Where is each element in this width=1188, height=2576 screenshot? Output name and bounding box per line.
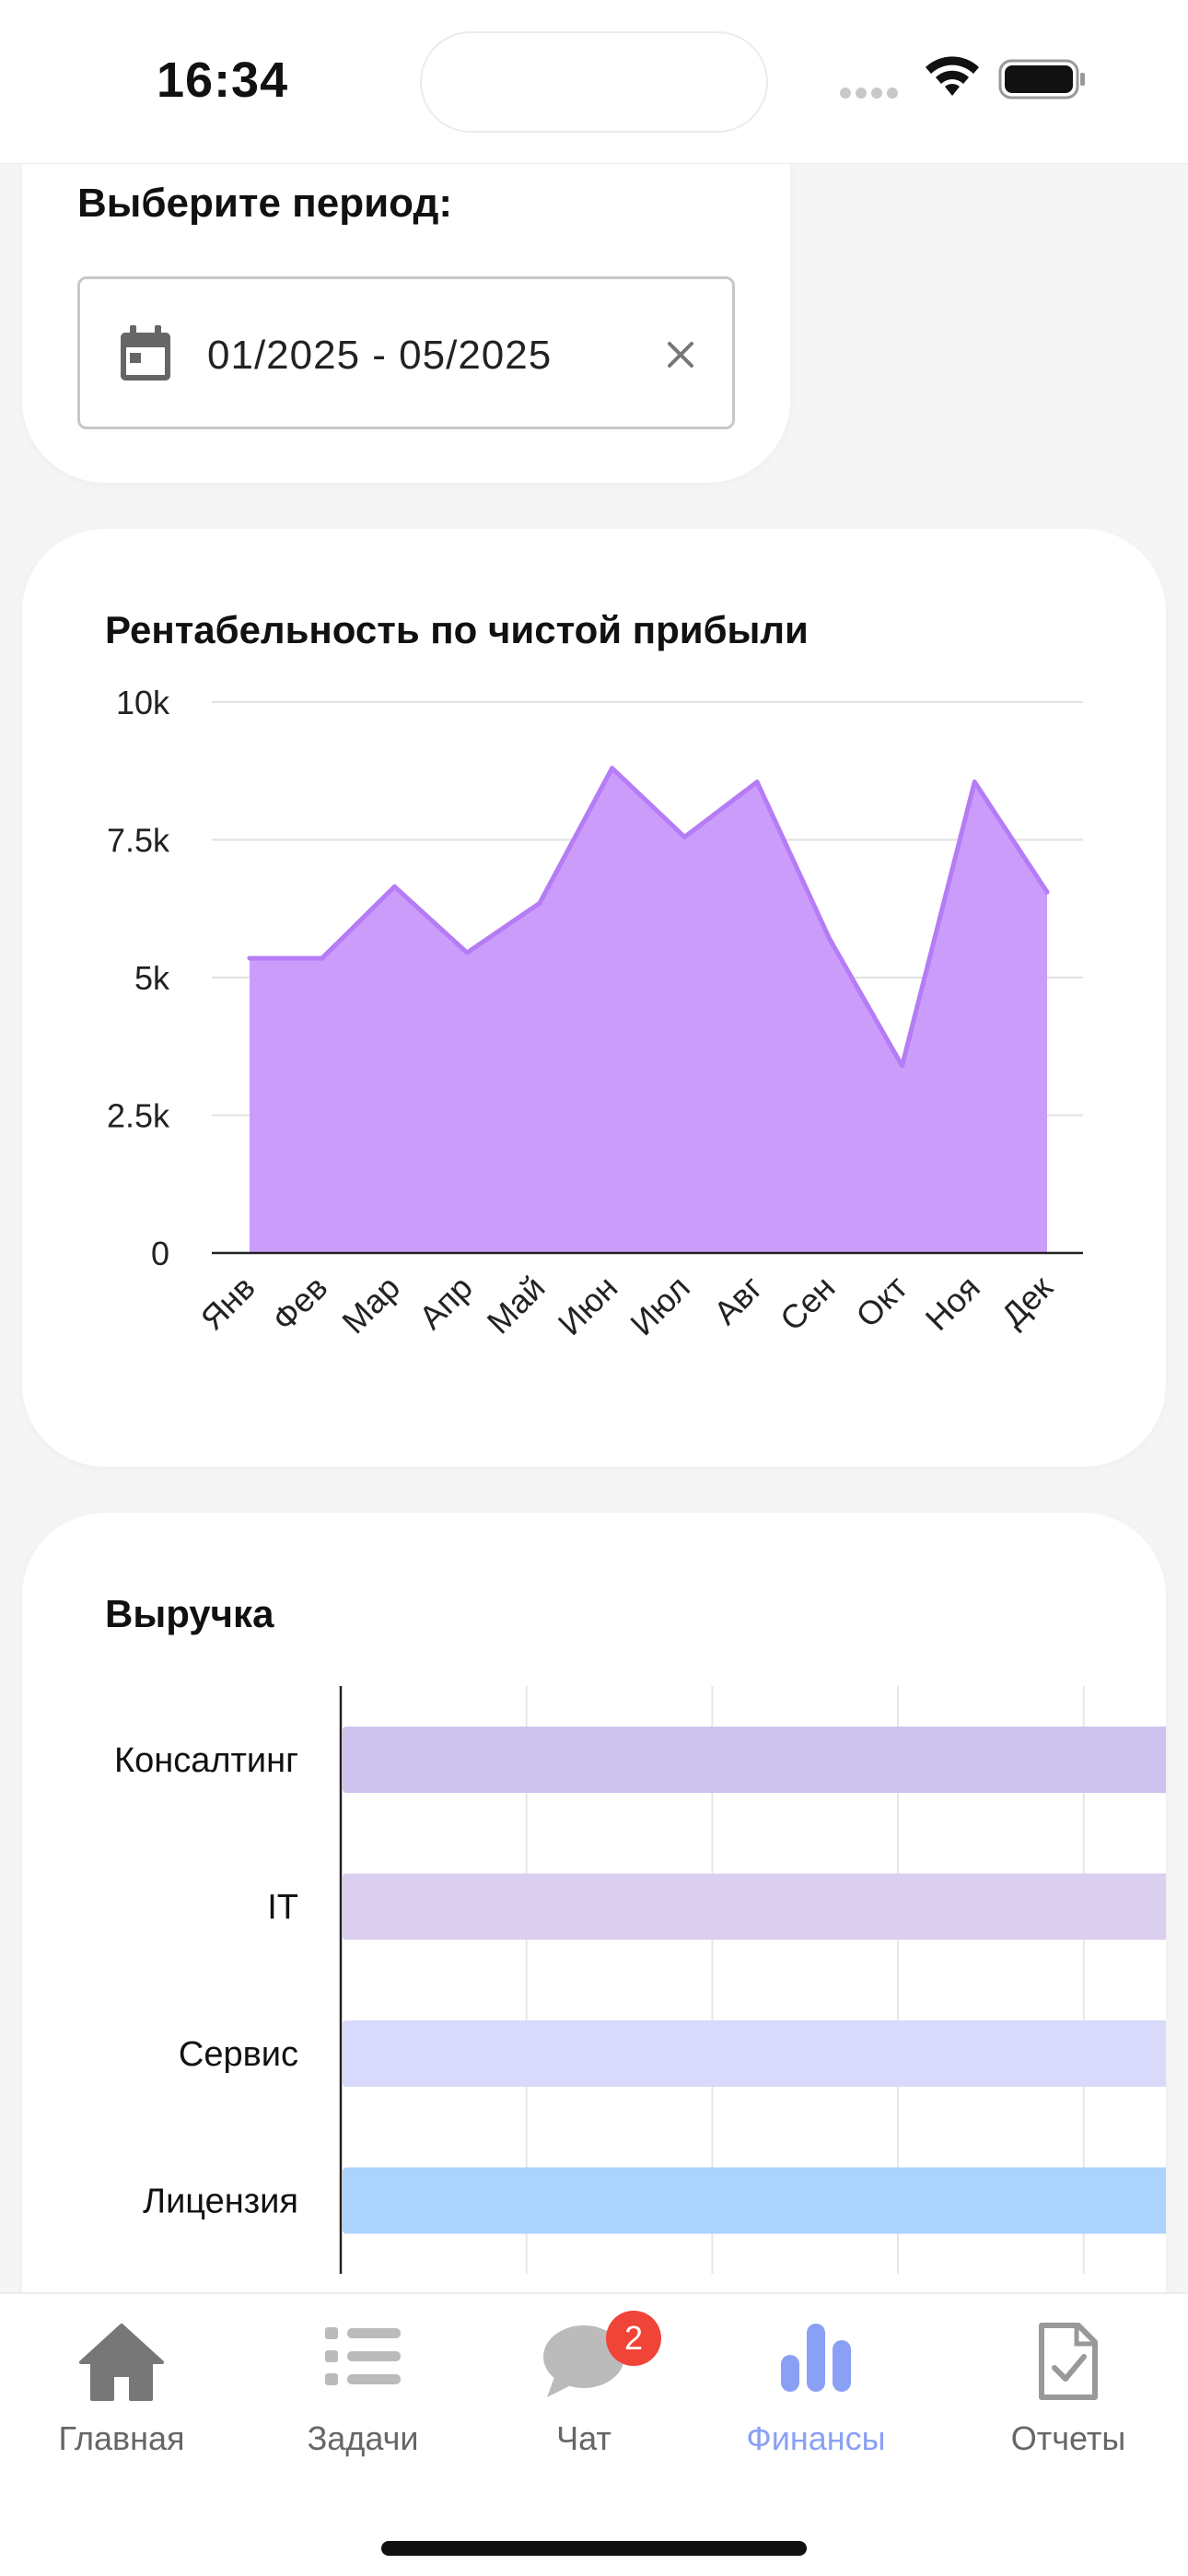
report-icon bbox=[1039, 2323, 1098, 2400]
date-range-field[interactable]: 01/2025 - 05/2025 bbox=[77, 276, 735, 429]
y-tick-label: 5k bbox=[134, 959, 170, 997]
data-point bbox=[247, 955, 252, 961]
close-icon[interactable] bbox=[662, 336, 699, 373]
tab-home-label: Главная bbox=[58, 2419, 185, 2457]
data-point bbox=[464, 950, 470, 955]
tab-chat-label: Чат bbox=[556, 2419, 611, 2457]
data-point bbox=[537, 900, 542, 906]
y-tick-label: 0 bbox=[151, 1235, 169, 1272]
battery-icon bbox=[998, 59, 1085, 100]
status-time: 16:34 bbox=[157, 53, 289, 108]
period-title: Выберите период: bbox=[77, 181, 453, 226]
x-tick-label: Мар bbox=[334, 1269, 407, 1341]
calendar-icon bbox=[121, 325, 170, 381]
data-point bbox=[972, 779, 977, 785]
x-tick-label: Сен bbox=[773, 1269, 843, 1339]
revenue-bar-chart: Консалтинг5 353IT5 345Сервис6 643Лицензи… bbox=[114, 1686, 1166, 2274]
chat-icon bbox=[543, 2325, 624, 2397]
tab-bar: Главная Задачи 2 Чат Финансы bbox=[0, 2292, 1188, 2576]
y-tick-label: 10k bbox=[116, 684, 170, 721]
profit-chart-card: Рентабельность по чистой прибыли 0 2.5k 5k… bbox=[22, 529, 1166, 1467]
x-tick-label: Ноя bbox=[918, 1269, 987, 1338]
category-label: Сервис bbox=[179, 2035, 298, 2074]
tab-home[interactable]: Главная bbox=[11, 2294, 232, 2478]
wifi-icon bbox=[926, 56, 979, 96]
x-tick-label: Фев bbox=[264, 1269, 334, 1339]
category-label: Лицензия bbox=[143, 2183, 298, 2221]
tab-chat[interactable]: 2 Чат bbox=[473, 2294, 694, 2478]
y-tick-label: 2.5k bbox=[107, 1097, 170, 1135]
data-point bbox=[827, 936, 833, 942]
home-icon bbox=[79, 2324, 164, 2401]
tab-reports[interactable]: Отчеты bbox=[958, 2294, 1179, 2478]
x-tick-label: Дек bbox=[994, 1268, 1060, 1334]
bar bbox=[343, 2020, 1166, 2087]
category-label: IT bbox=[267, 1889, 298, 1927]
tab-tasks[interactable]: Задачи bbox=[252, 2294, 473, 2478]
data-point bbox=[610, 766, 615, 771]
area-fill bbox=[250, 767, 1047, 1253]
x-tick-label: Май bbox=[480, 1269, 553, 1341]
x-tick-label: Окт bbox=[848, 1269, 914, 1335]
x-tick-label: Янв bbox=[193, 1269, 262, 1338]
tab-finance[interactable]: Финансы bbox=[705, 2294, 926, 2478]
category-label: Консалтинг bbox=[114, 1741, 298, 1780]
data-point bbox=[391, 884, 397, 889]
area-line bbox=[250, 766, 1050, 1069]
date-range-value: 01/2025 - 05/2025 bbox=[207, 333, 553, 378]
tab-finance-label: Финансы bbox=[746, 2419, 886, 2457]
y-tick-label: 7.5k bbox=[107, 822, 170, 860]
x-tick-label: Июл bbox=[623, 1269, 697, 1343]
bar-chart-icon bbox=[781, 2324, 851, 2392]
x-tick-label: Авг bbox=[706, 1269, 770, 1332]
x-tick-label: Апр bbox=[412, 1269, 480, 1337]
signal-icon bbox=[840, 87, 904, 99]
x-tick-label: Июн bbox=[551, 1269, 624, 1342]
chat-badge: 2 bbox=[606, 2311, 661, 2366]
profit-chart-title: Рентабельность по чистой прибыли bbox=[105, 608, 809, 651]
dynamic-island bbox=[420, 31, 768, 133]
tab-reports-label: Отчеты bbox=[1010, 2419, 1126, 2457]
bar bbox=[343, 1873, 1166, 1940]
data-point bbox=[681, 835, 687, 840]
revenue-chart-title: Выручка bbox=[105, 1592, 274, 1635]
home-indicator bbox=[381, 2541, 807, 2556]
tab-tasks-label: Задачи bbox=[307, 2419, 419, 2457]
bar bbox=[343, 2167, 1166, 2234]
bar bbox=[343, 1727, 1166, 1793]
data-point bbox=[754, 779, 760, 785]
data-point bbox=[1044, 889, 1050, 895]
list-icon bbox=[325, 2327, 401, 2385]
data-point bbox=[320, 955, 325, 961]
status-bar: 16:34 bbox=[0, 0, 1188, 164]
period-card: Выберите период: 01/2025 - 05/2025 bbox=[22, 101, 790, 483]
data-point bbox=[900, 1063, 905, 1069]
